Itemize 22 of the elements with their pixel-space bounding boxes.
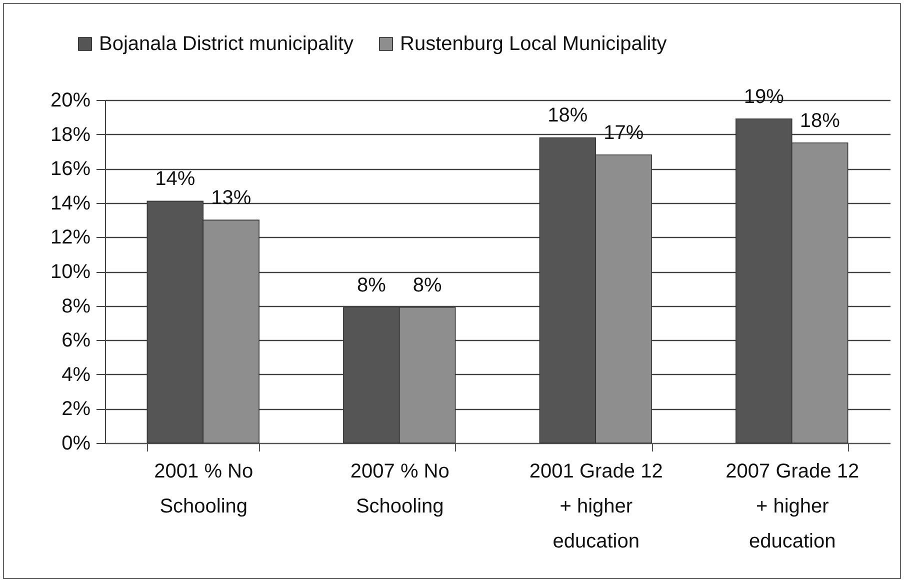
y-tick-label: 0% <box>62 432 91 454</box>
y-tick-label: 8% <box>62 295 91 318</box>
y-tick-label: 14% <box>50 192 91 214</box>
legend-label: Bojanala District municipality <box>99 33 354 55</box>
y-tick-label: 6% <box>62 330 91 352</box>
y-tick-label: 2% <box>62 398 91 420</box>
legend-label: Rustenburg Local Municipality <box>400 33 667 55</box>
y-tick-label: 20% <box>50 90 91 112</box>
y-tick-label: 12% <box>50 226 91 249</box>
x-tick-label: 2001 Grade 12 + higher education <box>529 460 663 552</box>
data-label: 8% <box>356 274 386 297</box>
x-tick-label: 2001 % No Schooling <box>154 460 254 518</box>
y-tick-label: 16% <box>50 158 91 180</box>
y-tick-label: 4% <box>62 364 91 386</box>
data-label: 18% <box>548 104 588 127</box>
y-tick-label: 10% <box>50 261 91 283</box>
data-label: 18% <box>800 110 840 132</box>
x-tick-label: 2007 % No Schooling <box>350 460 450 518</box>
x-tick-label: 2007 Grade 12 + higher education <box>726 460 860 552</box>
y-tick-label: 18% <box>50 124 91 146</box>
data-label: 14% <box>155 168 196 190</box>
data-label: 8% <box>412 274 442 297</box>
